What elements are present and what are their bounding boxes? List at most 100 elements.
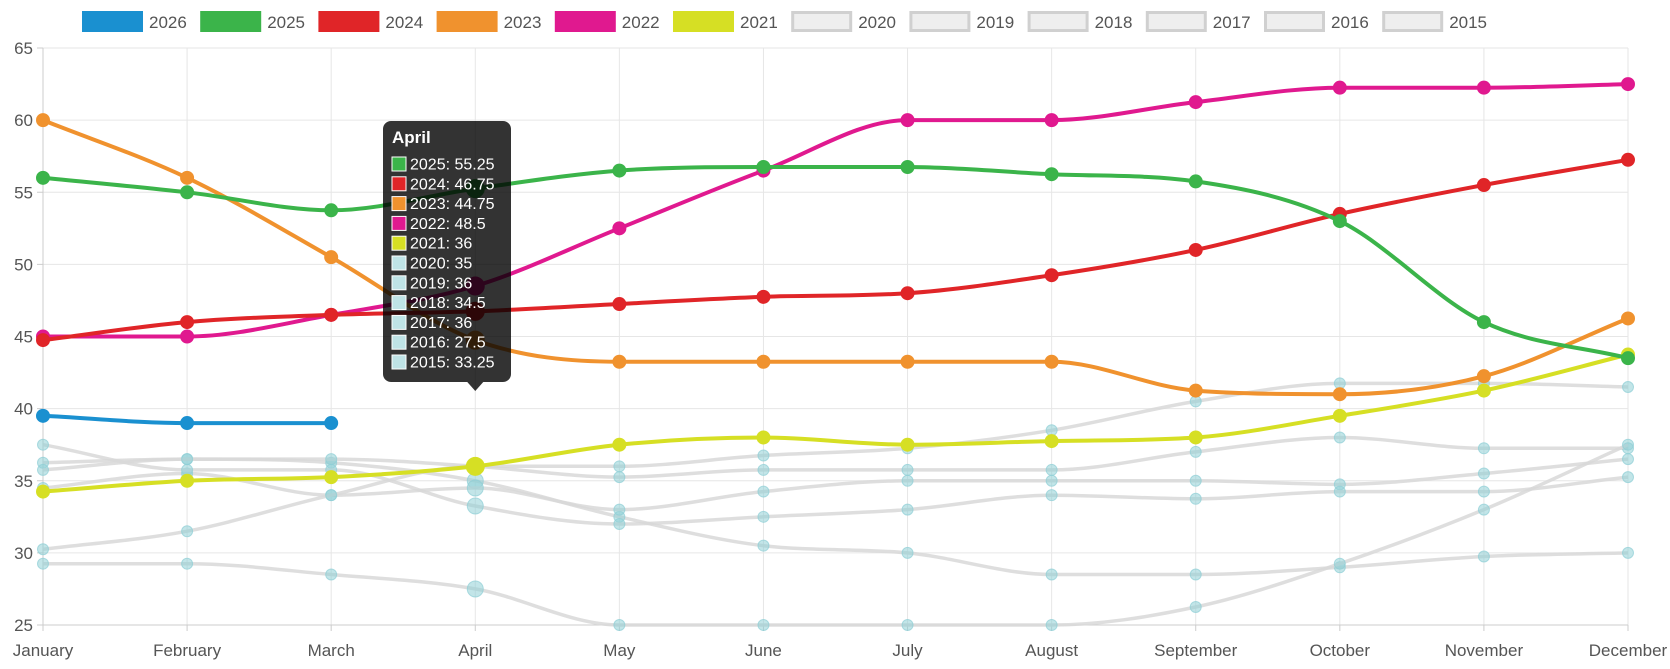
- data-point-2023: [180, 170, 195, 185]
- data-point-2025: [1332, 214, 1347, 229]
- legend-swatch: [1382, 11, 1444, 32]
- tooltip-line: 2016: 27.5: [410, 335, 486, 352]
- series-line-2022: [43, 82, 1629, 339]
- data-point-2019: [757, 463, 770, 476]
- series-line-2019: [42, 435, 1628, 479]
- series-line-2016: [43, 443, 1629, 627]
- x-tick-label: October: [1310, 641, 1371, 660]
- legend: 2026 2025 2024 2023 2022 2021 2020 2019 2018 2017…: [82, 11, 1487, 32]
- data-point-2023: [1332, 387, 1347, 402]
- data-point-2016: [1189, 600, 1202, 613]
- data-point-2019: [37, 463, 49, 476]
- legend-swatch: [1145, 11, 1207, 32]
- data-point-2020: [1477, 550, 1490, 563]
- data-point-2015: [1189, 492, 1202, 505]
- x-tick-label: January: [13, 641, 74, 660]
- data-point-2019: [181, 453, 194, 466]
- tooltip-line: 2018: 34.5: [410, 295, 486, 312]
- tooltip-swatch: [391, 235, 407, 251]
- data-point-2024: [612, 297, 627, 312]
- data-point-2017: [37, 543, 49, 556]
- tooltip-line: 2025: 55.25: [410, 157, 495, 174]
- y-tick-label: 40: [14, 400, 33, 419]
- series-line-2024: [42, 157, 1629, 343]
- data-point-2016: [1045, 619, 1058, 631]
- data-point-2021: [1188, 430, 1203, 445]
- data-point-2021: [1044, 434, 1059, 449]
- data-point-2021: [900, 437, 915, 452]
- data-point-2021: [756, 430, 771, 445]
- legend-swatch: [318, 11, 380, 32]
- legend-label: 2025: [267, 13, 305, 32]
- data-point-2021: [612, 437, 627, 452]
- y-tick-label: 60: [14, 111, 33, 130]
- legend-label: 2021: [740, 13, 778, 32]
- tooltip-swatch: [391, 176, 407, 192]
- data-point-2025: [756, 160, 771, 175]
- data-point-2023: [324, 250, 339, 265]
- y-tick-label: 30: [14, 544, 33, 563]
- data-point-2020: [757, 539, 770, 552]
- data-point-2015: [1477, 485, 1490, 498]
- data-point-2015: [1333, 485, 1346, 498]
- data-point-2017: [1622, 380, 1634, 393]
- data-point-2025: [1476, 315, 1491, 330]
- legend-label: 2017: [1213, 13, 1251, 32]
- data-point-2024: [324, 307, 339, 322]
- x-tick-label: November: [1445, 641, 1524, 660]
- tooltip-swatch: [391, 275, 407, 291]
- tooltip-title: April: [392, 128, 431, 147]
- data-point-2025: [900, 160, 915, 175]
- legend-label: 2016: [1331, 13, 1369, 32]
- data-point-2019: [1477, 442, 1490, 455]
- data-point-2017: [757, 449, 770, 462]
- data-point-2015: [613, 518, 626, 531]
- legend-item-2018: 2018: [1027, 11, 1132, 32]
- data-point-2015: [37, 438, 49, 451]
- legend-item-2019: 2019: [909, 11, 1014, 32]
- data-point-2023: [1621, 311, 1635, 326]
- data-point-2022: [900, 113, 915, 128]
- data-point-2017: [325, 489, 338, 502]
- data-point-2024: [180, 315, 195, 330]
- tooltip-line: 2021: 36: [410, 236, 472, 253]
- series-line-2015: [42, 442, 1629, 526]
- tooltip-line: 2023: 44.75: [410, 196, 495, 213]
- data-point-2025: [1044, 167, 1059, 182]
- legend-item-2022: 2022: [554, 11, 660, 32]
- x-tick-label: July: [892, 641, 923, 660]
- legend-swatch: [200, 11, 262, 32]
- tooltip-line: 2020: 35: [410, 256, 472, 273]
- x-tick-label: February: [153, 641, 222, 660]
- x-tick-label: May: [603, 641, 636, 660]
- data-point-2015: [466, 497, 484, 515]
- y-tick-label: 35: [14, 472, 33, 491]
- data-point-2023: [900, 354, 915, 369]
- data-point-2018: [1189, 474, 1202, 487]
- tooltip-swatch: [391, 295, 407, 311]
- legend-swatch: [673, 11, 734, 32]
- data-point-2021: [36, 484, 50, 499]
- tooltip-swatch: [391, 156, 407, 172]
- data-point-2016: [325, 568, 338, 581]
- series-line-2021: [42, 352, 1629, 494]
- tooltip-swatch: [391, 255, 407, 271]
- data-point-2016: [1622, 438, 1634, 451]
- data-point-2018: [1045, 474, 1058, 487]
- data-point-2020: [1045, 568, 1058, 581]
- data-point-2019: [613, 471, 626, 484]
- series-line-2025: [42, 164, 1629, 361]
- legend-swatch: [82, 11, 143, 32]
- y-tick-label: 50: [14, 255, 33, 274]
- legend-label: 2020: [858, 13, 896, 32]
- legend-label: 2022: [622, 13, 660, 32]
- data-point-2024: [1621, 152, 1635, 167]
- data-point-2025: [324, 203, 339, 218]
- hidden-series-layer: [37, 377, 1634, 631]
- tooltip-line: 2015: 33.25: [410, 355, 495, 372]
- x-tick-label: August: [1025, 641, 1078, 660]
- y-tick-label: 25: [14, 616, 33, 635]
- data-point-2016: [37, 557, 49, 570]
- legend-item-2015: 2015: [1382, 11, 1487, 32]
- data-point-2026: [180, 416, 195, 431]
